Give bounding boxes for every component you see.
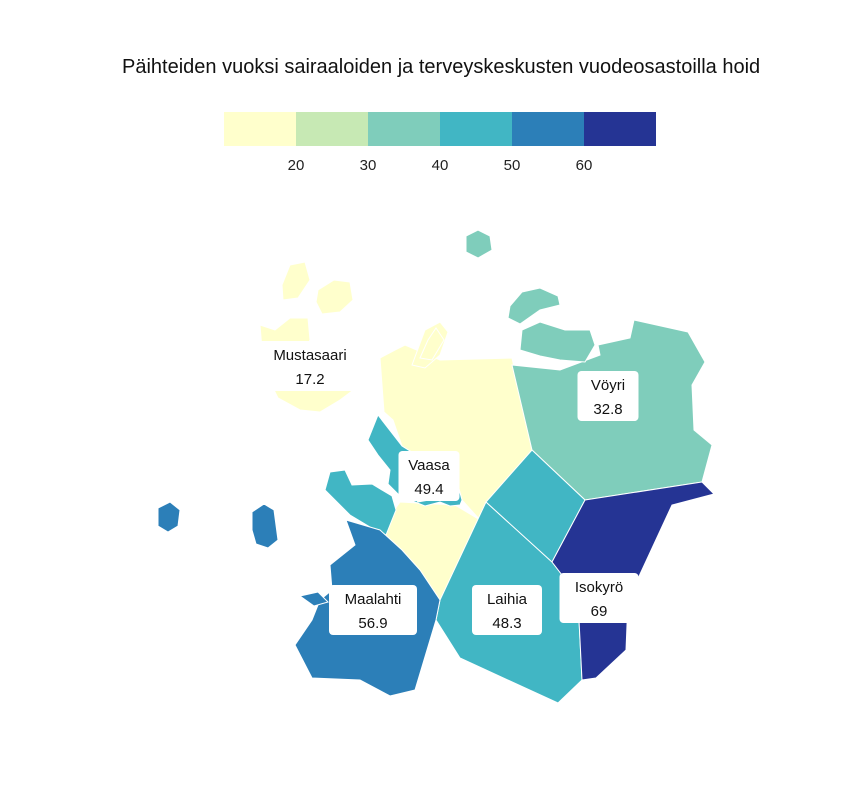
legend-tick-label: 60 <box>576 157 593 174</box>
region-name: Mustasaari <box>273 347 346 364</box>
region-value: 48.3 <box>492 615 521 632</box>
region-maalahti-island1 <box>157 501 181 533</box>
region-label: Isokyrö 69 <box>559 573 639 623</box>
legend-swatch-2 <box>368 112 440 146</box>
region-voyri-island1 <box>465 229 493 259</box>
legend-tick-label: 20 <box>288 157 305 174</box>
legend-swatch-0 <box>224 112 296 146</box>
legend-swatch-4 <box>512 112 584 146</box>
region-label: Maalahti 56.9 <box>329 585 417 635</box>
region-label-box <box>398 451 460 501</box>
region-label: Vöyri 32.8 <box>577 371 639 421</box>
region-label-box <box>472 585 542 635</box>
region-name: Vaasa <box>408 457 450 474</box>
color-legend: 20 30 40 50 60 <box>224 112 656 174</box>
region-value: 56.9 <box>358 615 387 632</box>
region-value: 49.4 <box>414 481 443 498</box>
region-name: Laihia <box>487 591 528 608</box>
legend-swatch-3 <box>440 112 512 146</box>
legend-swatch-1 <box>296 112 368 146</box>
region-name: Vöyri <box>591 377 625 394</box>
region-value: 32.8 <box>593 401 622 418</box>
region-voyri-island2 <box>507 287 561 325</box>
legend-tick-label: 30 <box>360 157 377 174</box>
legend-tick-label: 40 <box>432 157 449 174</box>
region-label-box <box>559 573 639 623</box>
map-title: Päihteiden vuoksi sairaaloiden ja tervey… <box>122 56 761 78</box>
region-mustasaari-island1 <box>281 261 311 301</box>
region-label-box <box>257 341 363 391</box>
region-maalahti-island3 <box>298 591 329 607</box>
legend-tick-label: 50 <box>504 157 521 174</box>
region-value: 17.2 <box>295 371 324 388</box>
region-mustasaari-island2 <box>315 279 354 315</box>
region-label-box <box>577 371 639 421</box>
region-maalahti-island2 <box>251 503 279 549</box>
region-label: Mustasaari 17.2 <box>257 341 363 391</box>
region-mustasaari-island6 <box>419 327 445 361</box>
legend-swatch-5 <box>584 112 656 146</box>
region-vaasa-west <box>324 469 397 536</box>
region-label-box <box>329 585 417 635</box>
region-voyri-island3 <box>519 321 596 363</box>
region-name: Isokyrö <box>575 579 623 596</box>
region-label: Laihia 48.3 <box>472 585 542 635</box>
region-label: Vaasa 49.4 <box>398 451 460 501</box>
region-value: 69 <box>591 603 608 620</box>
region-name: Maalahti <box>345 591 402 608</box>
region-vaasa[interactable] <box>324 414 463 536</box>
